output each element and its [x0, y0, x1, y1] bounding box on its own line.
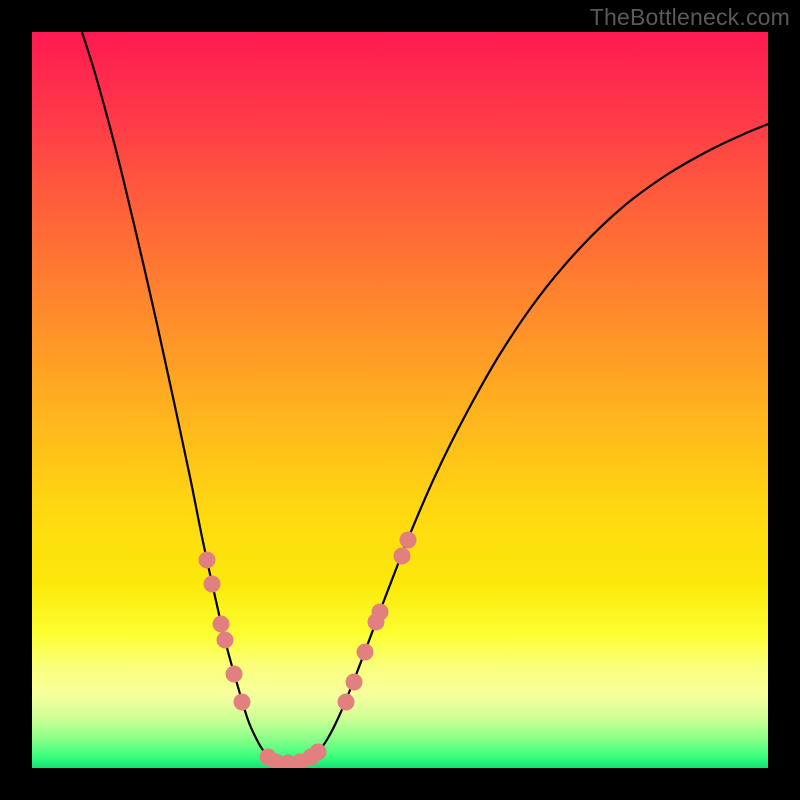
- data-point-marker: [213, 616, 230, 633]
- plot-area: [32, 32, 768, 768]
- data-point-marker: [338, 694, 355, 711]
- data-markers: [32, 32, 768, 768]
- data-point-marker: [226, 666, 243, 683]
- data-point-marker: [372, 604, 389, 621]
- data-point-marker: [199, 552, 216, 569]
- data-point-marker: [346, 674, 363, 691]
- watermark-text: TheBottleneck.com: [590, 4, 790, 31]
- data-point-marker: [400, 532, 417, 549]
- data-point-marker: [357, 644, 374, 661]
- data-point-marker: [217, 632, 234, 649]
- data-point-marker: [234, 694, 251, 711]
- data-point-marker: [204, 576, 221, 593]
- data-point-marker: [310, 744, 327, 761]
- data-point-marker: [394, 548, 411, 565]
